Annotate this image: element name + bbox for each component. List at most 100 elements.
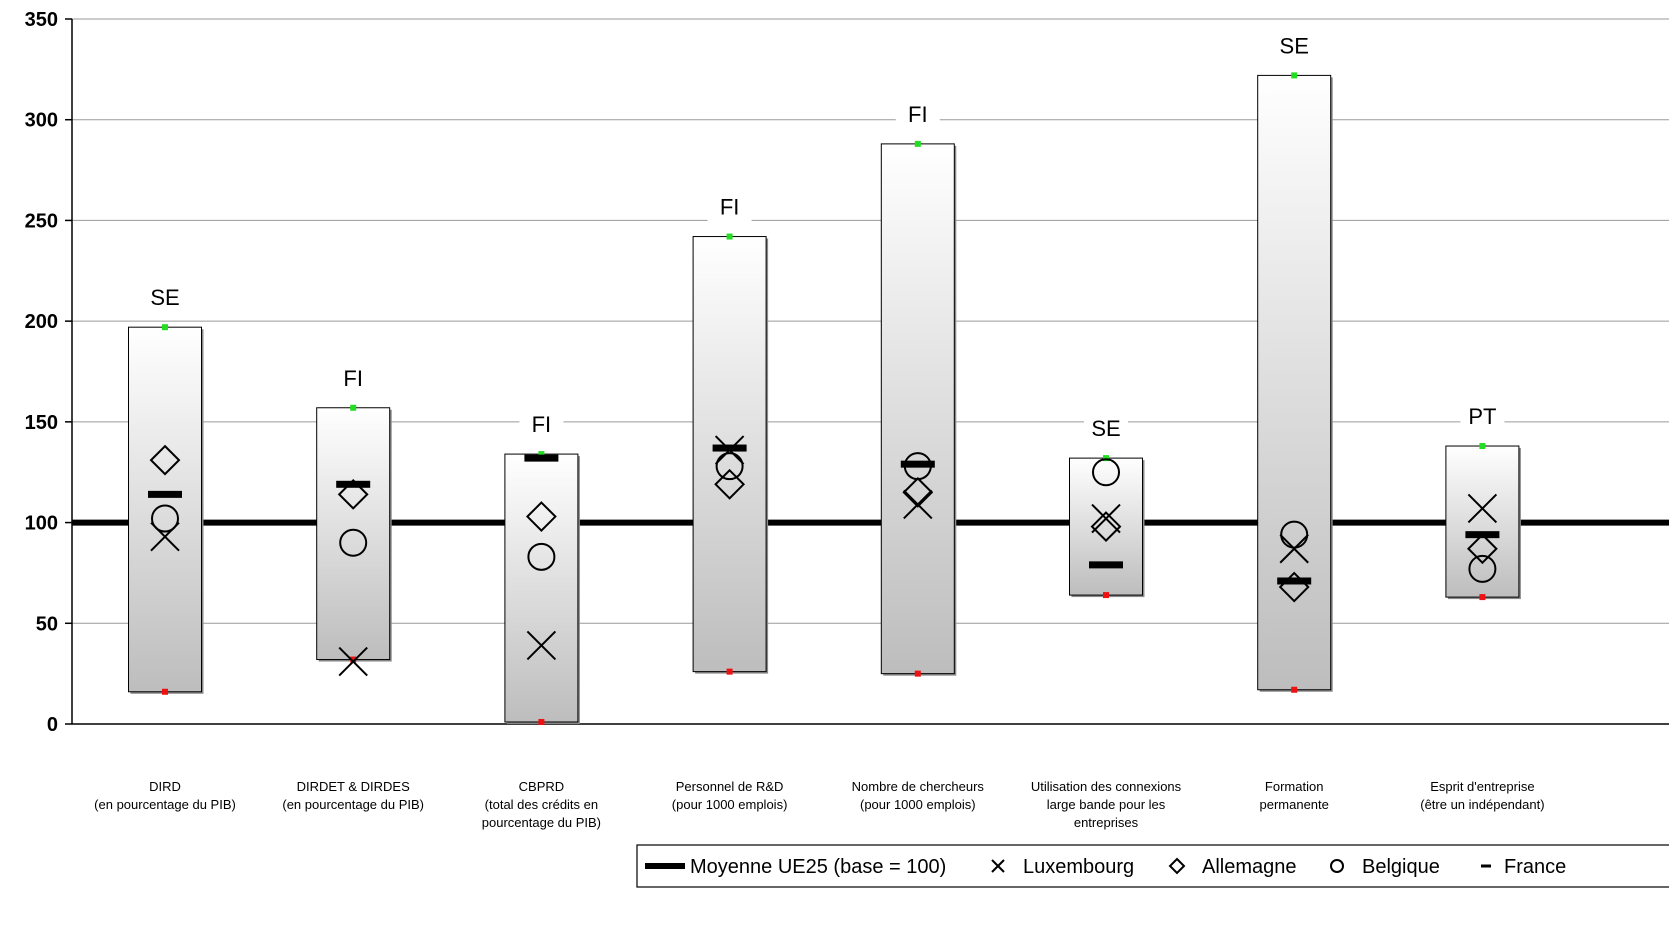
category-label-line: Personnel de R&D [676, 779, 784, 794]
allemagne-marker [714, 468, 746, 500]
legend-box [636, 844, 1669, 888]
max-label-bg [1272, 33, 1317, 61]
legend-item-belgique: Belgique [1330, 856, 1440, 878]
max-label-bg [331, 365, 376, 393]
category-label-line: Esprit d'entreprise [1430, 779, 1534, 794]
y-tick-label: 150 [25, 412, 58, 434]
y-tick-label: 200 [25, 311, 58, 333]
max-label-bg [143, 285, 187, 313]
legend-label: Belgique [1362, 856, 1440, 878]
range-box [1069, 457, 1143, 596]
category-label-line: entreprises [1074, 815, 1139, 830]
legend-label: Luxembourg [1023, 856, 1134, 878]
max-country-label: FI [908, 102, 928, 127]
category-group [1445, 443, 1521, 601]
max-label-bg [1084, 416, 1128, 444]
max-country-label: FI [720, 195, 740, 220]
category-label-line: (en pourcentage du PIB) [94, 797, 236, 812]
allemagne-marker [902, 476, 934, 508]
france-marker [336, 480, 371, 488]
max-marker [162, 324, 168, 331]
y-tick-label: 0 [47, 714, 58, 736]
min-marker [726, 668, 733, 675]
range-boxes [128, 72, 1521, 725]
legend-symbol-cross [991, 859, 1005, 873]
category-group [880, 140, 957, 677]
category-label-line: (total des crédits en [485, 797, 598, 812]
france-marker [148, 490, 182, 498]
max-country-label: PT [1468, 404, 1496, 429]
y-tick-label: 350 [25, 9, 58, 31]
max-label-bg [707, 194, 752, 222]
min-marker [1291, 686, 1298, 693]
range-box [316, 407, 391, 661]
category-label-line: (être un indépendant) [1420, 797, 1544, 812]
category-label-line: Nombre de chercheurs [852, 779, 985, 794]
min-marker [350, 656, 357, 663]
category-label-line: (pour 1000 emplois) [860, 797, 976, 812]
legend-symbol-dash [1481, 864, 1491, 868]
luxembourg-marker [338, 646, 368, 677]
y-tick-label: 300 [25, 110, 58, 132]
luxembourg-marker [1467, 493, 1498, 524]
max-country-label: FI [343, 366, 363, 391]
category-label-line: large bande pour les [1047, 797, 1166, 812]
luxembourg-marker [526, 630, 557, 661]
category-group [1069, 455, 1145, 599]
legend-label: Allemagne [1202, 856, 1297, 878]
category-label-line: CBPRD [519, 779, 565, 794]
luxembourg-marker [150, 521, 180, 552]
france-marker [712, 444, 747, 452]
allemagne-marker [1466, 533, 1498, 565]
category-label-line: Utilisation des connexions [1031, 779, 1182, 794]
min-marker [1479, 594, 1486, 601]
category-group [128, 324, 204, 695]
min-marker [538, 718, 545, 725]
legend: Moyenne UE25 (base = 100) Luxembourg Allem… [636, 844, 1669, 888]
category-group [692, 233, 769, 675]
max-country-label: SE [150, 285, 179, 310]
allemagne-marker [149, 444, 181, 476]
range-box [880, 143, 955, 675]
luxembourg-marker [1279, 534, 1309, 564]
axes: 0 50 100 150 200 250 300 350 [25, 9, 1669, 736]
legend-label: France [1504, 856, 1566, 878]
legend-label: Moyenne UE25 (base = 100) [690, 856, 946, 878]
max-marker [726, 233, 733, 240]
allemagne-marker [337, 478, 369, 510]
max-marker [914, 140, 921, 147]
category-label-line: pourcentage du PIB) [482, 815, 601, 830]
france-marker [1277, 577, 1312, 585]
max-label-bg [895, 101, 940, 129]
category-group [1257, 72, 1333, 693]
max-country-label: SE [1091, 416, 1120, 441]
legend-item-luxembourg: Luxembourg [991, 856, 1134, 878]
legend-symbol-diamond [1168, 857, 1186, 875]
min-marker [914, 670, 921, 677]
max-marker [1103, 455, 1109, 462]
luxembourg-marker [903, 489, 933, 520]
legend-symbol-line [645, 863, 685, 869]
category-label-line: Formation [1265, 779, 1324, 794]
category-label-line: DIRDET & DIRDES [297, 779, 410, 794]
legend-item-france: France [1481, 856, 1566, 878]
max-country-label: SE [1280, 33, 1309, 58]
legend-symbol-circle [1330, 859, 1344, 873]
category-label-line: DIRD [149, 779, 181, 794]
max-marker [1291, 72, 1298, 79]
max-marker [538, 451, 545, 458]
category-label-line: (pour 1000 emplois) [672, 797, 788, 812]
y-tick-label: 50 [36, 613, 58, 635]
max-marker [1479, 443, 1486, 450]
range-box [128, 326, 202, 693]
labels: SE DIRD (en pourcentage du PIB) FI DIRDET & … [94, 33, 1545, 830]
min-marker [1103, 592, 1109, 599]
max-label-bg [1460, 404, 1505, 432]
luxembourg-marker [1091, 503, 1121, 534]
allemagne-marker [525, 501, 557, 532]
max-marker [350, 404, 357, 411]
legend-item-allemagne: Allemagne [1168, 856, 1297, 878]
range-box [504, 453, 579, 723]
gridlines [72, 18, 1669, 624]
